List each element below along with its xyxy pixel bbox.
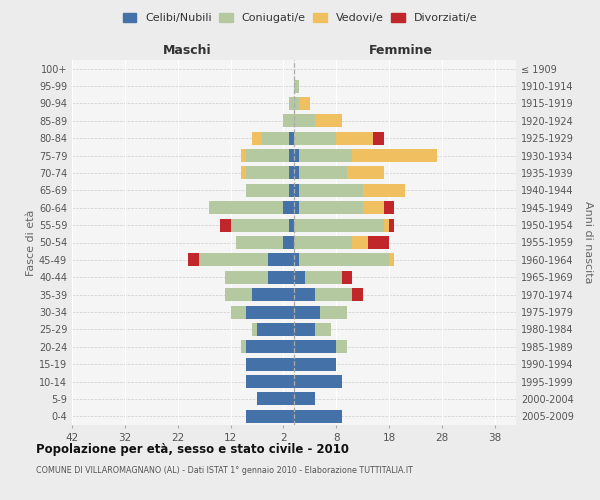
Bar bbox=[384, 218, 389, 232]
Bar bbox=[341, 270, 352, 284]
Bar bbox=[257, 323, 294, 336]
Bar bbox=[352, 236, 368, 249]
Bar bbox=[236, 236, 283, 249]
Bar bbox=[363, 201, 384, 214]
Bar bbox=[294, 392, 315, 406]
Bar bbox=[347, 166, 384, 179]
Bar bbox=[294, 218, 384, 232]
Bar bbox=[294, 254, 299, 266]
Bar bbox=[289, 149, 294, 162]
Bar bbox=[294, 132, 336, 144]
Bar bbox=[188, 254, 199, 266]
Bar bbox=[283, 114, 294, 128]
Bar bbox=[225, 270, 268, 284]
Bar bbox=[283, 236, 294, 249]
Bar bbox=[299, 97, 310, 110]
Bar bbox=[268, 270, 294, 284]
Bar bbox=[294, 358, 336, 370]
Bar bbox=[294, 166, 299, 179]
Bar bbox=[199, 254, 268, 266]
Bar bbox=[299, 184, 363, 197]
Bar bbox=[315, 288, 352, 301]
Bar bbox=[294, 97, 299, 110]
Bar bbox=[294, 410, 341, 423]
Bar bbox=[247, 184, 289, 197]
Bar bbox=[247, 375, 294, 388]
Bar bbox=[289, 184, 294, 197]
Bar bbox=[241, 149, 247, 162]
Bar bbox=[305, 270, 341, 284]
Bar bbox=[289, 166, 294, 179]
Bar bbox=[384, 201, 394, 214]
Y-axis label: Fasce di età: Fasce di età bbox=[26, 210, 36, 276]
Bar bbox=[252, 323, 257, 336]
Bar bbox=[294, 80, 299, 92]
Text: Popolazione per età, sesso e stato civile - 2010: Popolazione per età, sesso e stato civil… bbox=[36, 442, 349, 456]
Bar bbox=[336, 340, 347, 353]
Bar bbox=[262, 132, 289, 144]
Bar bbox=[247, 410, 294, 423]
Bar bbox=[294, 270, 305, 284]
Text: COMUNE DI VILLAROMAGNANO (AL) - Dati ISTAT 1° gennaio 2010 - Elaborazione TUTTIT: COMUNE DI VILLAROMAGNANO (AL) - Dati IST… bbox=[36, 466, 413, 475]
Bar bbox=[315, 323, 331, 336]
Bar bbox=[294, 323, 315, 336]
Bar bbox=[294, 236, 352, 249]
Bar bbox=[373, 132, 384, 144]
Bar bbox=[230, 218, 289, 232]
Bar bbox=[241, 340, 247, 353]
Bar bbox=[336, 132, 373, 144]
Bar bbox=[294, 201, 299, 214]
Bar bbox=[220, 218, 230, 232]
Bar bbox=[352, 288, 363, 301]
Bar bbox=[247, 306, 294, 318]
Bar bbox=[320, 306, 347, 318]
Bar bbox=[299, 149, 352, 162]
Bar bbox=[252, 288, 294, 301]
Bar bbox=[294, 288, 315, 301]
Text: Femmine: Femmine bbox=[368, 44, 433, 57]
Bar bbox=[247, 166, 289, 179]
Bar bbox=[252, 132, 262, 144]
Bar bbox=[294, 184, 299, 197]
Bar bbox=[283, 201, 294, 214]
Bar bbox=[315, 114, 341, 128]
Bar bbox=[257, 392, 294, 406]
Bar bbox=[247, 149, 289, 162]
Text: Maschi: Maschi bbox=[163, 44, 212, 57]
Legend: Celibi/Nubili, Coniugati/e, Vedovi/e, Divorziati/e: Celibi/Nubili, Coniugati/e, Vedovi/e, Di… bbox=[121, 10, 479, 26]
Bar bbox=[225, 288, 252, 301]
Bar bbox=[352, 149, 437, 162]
Bar bbox=[368, 236, 389, 249]
Bar bbox=[299, 254, 389, 266]
Bar bbox=[241, 166, 247, 179]
Bar bbox=[294, 340, 336, 353]
Bar bbox=[294, 114, 315, 128]
Bar bbox=[299, 166, 347, 179]
Bar bbox=[363, 184, 405, 197]
Bar bbox=[289, 97, 294, 110]
Bar bbox=[294, 149, 299, 162]
Y-axis label: Anni di nascita: Anni di nascita bbox=[583, 201, 593, 284]
Bar bbox=[209, 201, 283, 214]
Bar bbox=[294, 375, 341, 388]
Bar bbox=[389, 218, 394, 232]
Bar bbox=[247, 358, 294, 370]
Bar bbox=[389, 254, 394, 266]
Bar bbox=[268, 254, 294, 266]
Bar bbox=[247, 340, 294, 353]
Bar bbox=[299, 201, 363, 214]
Bar bbox=[289, 132, 294, 144]
Bar bbox=[289, 218, 294, 232]
Bar bbox=[294, 306, 320, 318]
Bar bbox=[230, 306, 247, 318]
